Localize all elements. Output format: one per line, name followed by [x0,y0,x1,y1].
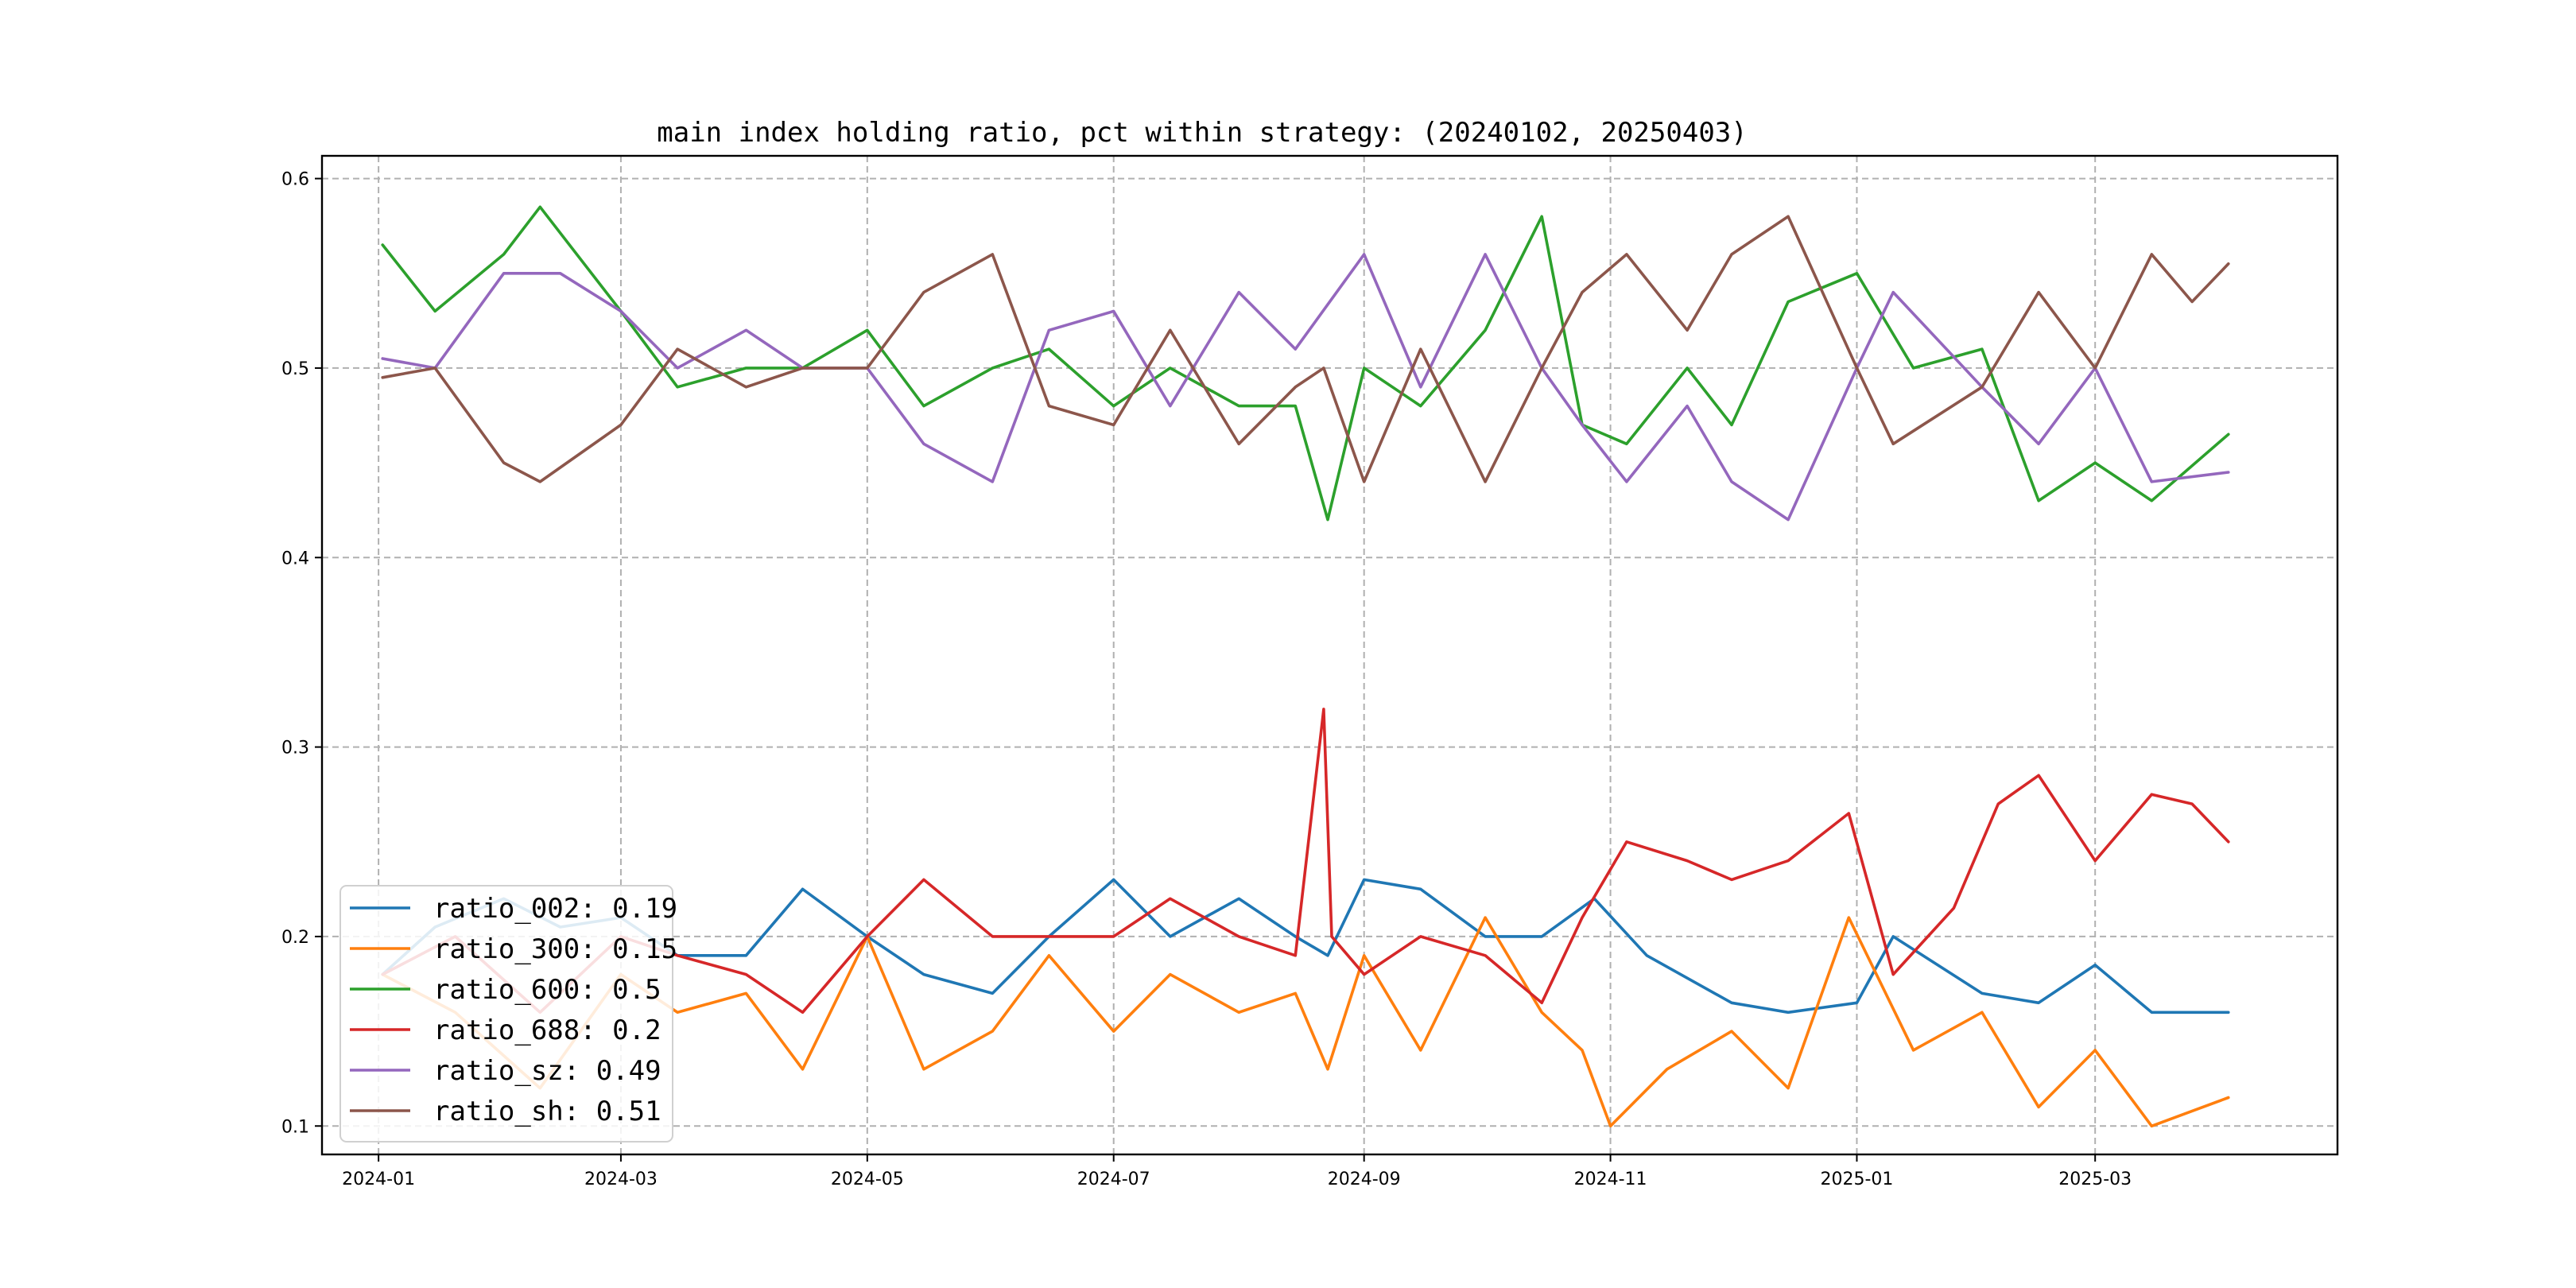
x-tick-label: 2024-09 [1328,1170,1401,1189]
legend-label: ratio_688: 0.2 [433,1014,661,1046]
legend: ratio_002: 0.19 ratio_300: 0.15 ratio_600:… [339,885,677,1143]
series-line [381,708,2230,1014]
legend-label: ratio_600: 0.5 [433,974,661,1006]
legend-box [339,885,673,1143]
legend-label: ratio_sh: 0.51 [433,1096,661,1127]
series-line [381,215,2230,483]
legend-label: ratio_sz: 0.49 [433,1055,661,1087]
y-tick-label: 0.6 [281,170,309,190]
chart-title: main index holding ratio, pct within str… [657,117,1747,149]
y-tick-label: 0.5 [281,359,309,379]
x-tick-label: 2025-01 [1821,1170,1894,1189]
x-tick-label: 2024-01 [342,1170,415,1189]
axis-ticks: 2024-01 2024-03 2024-05 2024-07 2024-09 2024-… [281,170,2132,1189]
axes-frame [320,154,2339,1156]
series-line [381,916,2230,1128]
x-tick-label: 2024-07 [1077,1170,1150,1189]
series-line [381,253,2230,522]
x-tick-label: 2024-03 [584,1170,658,1189]
y-tick-label: 0.1 [281,1117,309,1137]
x-tick-label: 2024-11 [1574,1170,1647,1189]
y-tick-label: 0.3 [281,739,309,758]
legend-items: ratio_002: 0.19 ratio_300: 0.15 ratio_600:… [350,893,677,1127]
legend-label: ratio_300: 0.15 [433,933,677,965]
y-tick-label: 0.4 [281,549,309,568]
y-tick-label: 0.2 [281,928,309,948]
series-lines [381,205,2230,1128]
legend-label: ratio_002: 0.19 [433,893,677,925]
x-tick-label: 2024-05 [831,1170,904,1189]
x-tick-label: 2025-03 [2058,1170,2132,1189]
series-line [381,205,2230,522]
